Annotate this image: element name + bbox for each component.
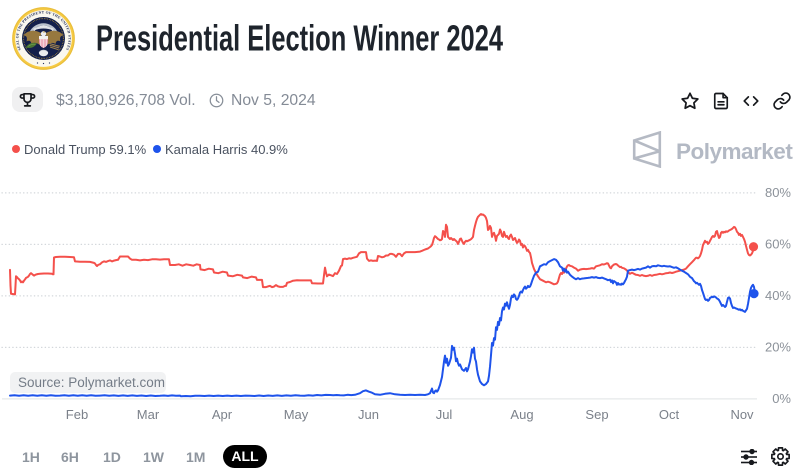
- svg-text:Nov: Nov: [730, 407, 754, 422]
- svg-text:0%: 0%: [772, 391, 791, 406]
- svg-text:80%: 80%: [765, 185, 791, 200]
- svg-text:20%: 20%: [765, 339, 791, 354]
- svg-text:40%: 40%: [765, 288, 791, 303]
- svg-text:Oct: Oct: [659, 407, 680, 422]
- svg-text:May: May: [284, 407, 309, 422]
- svg-text:Apr: Apr: [212, 407, 233, 422]
- svg-text:Feb: Feb: [66, 407, 88, 422]
- svg-text:Sep: Sep: [585, 407, 608, 422]
- svg-text:Mar: Mar: [137, 407, 160, 422]
- svg-text:Jun: Jun: [358, 407, 379, 422]
- svg-text:Presidential Election Winner 2: Presidential Election Winner 2024: [96, 18, 503, 59]
- svg-text:Jul: Jul: [436, 407, 453, 422]
- svg-text:60%: 60%: [765, 236, 791, 251]
- svg-text:Aug: Aug: [510, 407, 533, 422]
